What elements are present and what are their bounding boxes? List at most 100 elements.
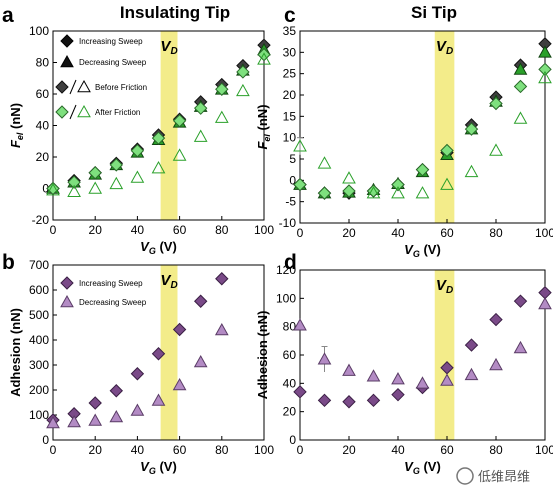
y-tick-label: 20 [283, 405, 297, 419]
legend: Increasing Sweep Decreasing Sweep Before F… [55, 34, 147, 120]
data-point [513, 340, 528, 354]
x-tick-label: 60 [440, 443, 454, 457]
data-point [151, 347, 166, 361]
vd-label: VD [436, 277, 453, 296]
panel-label-d: d [284, 251, 297, 274]
legend-marker [77, 104, 91, 118]
legend-marker [60, 294, 74, 308]
y-tick-label: 30 [283, 45, 297, 59]
y-tick-label: 10 [283, 131, 297, 145]
legend-marker [55, 80, 69, 94]
x-axis-label: VG (V) [404, 459, 441, 476]
data-point [67, 175, 81, 189]
data-point [538, 45, 552, 58]
data-point [464, 367, 479, 381]
data-point [538, 296, 552, 310]
data-point [489, 357, 503, 371]
data-point [489, 96, 503, 111]
figure-labels: Insulating Tip Si Tip a b c d [2, 3, 457, 274]
y-axis-label: Adhesion (nN) [8, 308, 23, 397]
data-point [391, 387, 405, 402]
data-point [46, 183, 60, 196]
data-point [193, 129, 208, 142]
vd-band [434, 31, 455, 223]
x-tick-label: 80 [215, 223, 229, 237]
watermark-text: 低维昂维 [478, 469, 530, 484]
legend-slash [69, 104, 77, 120]
x-tick-label: 40 [391, 226, 405, 240]
data-point [151, 393, 166, 406]
x-tick-label: 60 [440, 226, 454, 240]
y-tick-label: 40 [283, 376, 297, 390]
x-tick-label: 60 [173, 223, 187, 237]
data-point [172, 377, 187, 391]
data-point [513, 111, 528, 124]
data-point [489, 312, 503, 327]
y-tick-label: -10 [279, 216, 297, 230]
data-point [464, 338, 479, 352]
plot-frame [52, 264, 265, 441]
data-point [440, 143, 454, 158]
x-tick-label: 100 [254, 223, 274, 237]
data-point [193, 101, 208, 115]
y-tick-label: 0 [289, 173, 296, 187]
data-point [130, 367, 145, 381]
y-axis-label: Fel (nN) [8, 103, 25, 148]
data-point [109, 158, 124, 172]
data-point [464, 122, 479, 136]
data-point [257, 52, 271, 65]
legend-marker [55, 105, 69, 119]
data-point [489, 143, 503, 156]
legend-label: Decreasing Sweep [79, 58, 147, 67]
data-point [513, 62, 528, 75]
x-tick-label: 40 [391, 443, 405, 457]
data-point [151, 160, 166, 174]
vd-label: VD [436, 38, 453, 57]
y-tick-label: 700 [29, 258, 49, 272]
data-point [342, 184, 356, 198]
x-tick-label: 80 [489, 443, 503, 457]
watermark-logo-icon [456, 467, 474, 485]
data-point [440, 373, 454, 386]
legend-label: Increasing Sweep [79, 279, 143, 288]
x-tick-label: 80 [489, 226, 503, 240]
y-tick-label: 120 [276, 263, 296, 277]
x-tick-label: 0 [297, 226, 304, 240]
y-tick-label: 80 [36, 56, 50, 70]
data-point [88, 396, 102, 410]
data-point [342, 395, 356, 409]
data-point [513, 79, 528, 94]
data-point [293, 318, 307, 331]
x-axis-label: VG (V) [140, 239, 177, 256]
data-point [317, 352, 332, 365]
data-point [193, 294, 208, 308]
x-tick-label: 20 [89, 223, 103, 237]
data-point [366, 186, 381, 199]
data-point [538, 70, 552, 84]
data-point [214, 322, 229, 336]
data-point [109, 384, 124, 398]
data-point [130, 143, 145, 158]
legend-slash [69, 79, 77, 95]
x-tick-label: 40 [131, 443, 145, 457]
plot-frame [299, 269, 546, 441]
data-point [67, 414, 81, 428]
vd-band [434, 270, 455, 440]
panel-label-b: b [2, 251, 15, 274]
vd-label: VD [160, 272, 177, 291]
data-point [214, 110, 229, 123]
legend-label: Decreasing Sweep [79, 298, 147, 307]
y-tick-label: 15 [283, 109, 297, 123]
y-tick-label: 60 [283, 348, 297, 362]
data-point [366, 369, 381, 382]
data-point [236, 83, 250, 97]
x-tick-label: 0 [297, 443, 304, 457]
y-tick-label: -5 [285, 195, 296, 209]
y-tick-label: 100 [29, 24, 49, 38]
x-tick-label: 60 [173, 443, 187, 457]
y-tick-label: 300 [29, 358, 49, 372]
data-point [293, 385, 307, 399]
legend-marker [60, 276, 74, 290]
legend: Increasing Sweep Decreasing Sweep [60, 276, 147, 308]
data-point [172, 114, 187, 128]
